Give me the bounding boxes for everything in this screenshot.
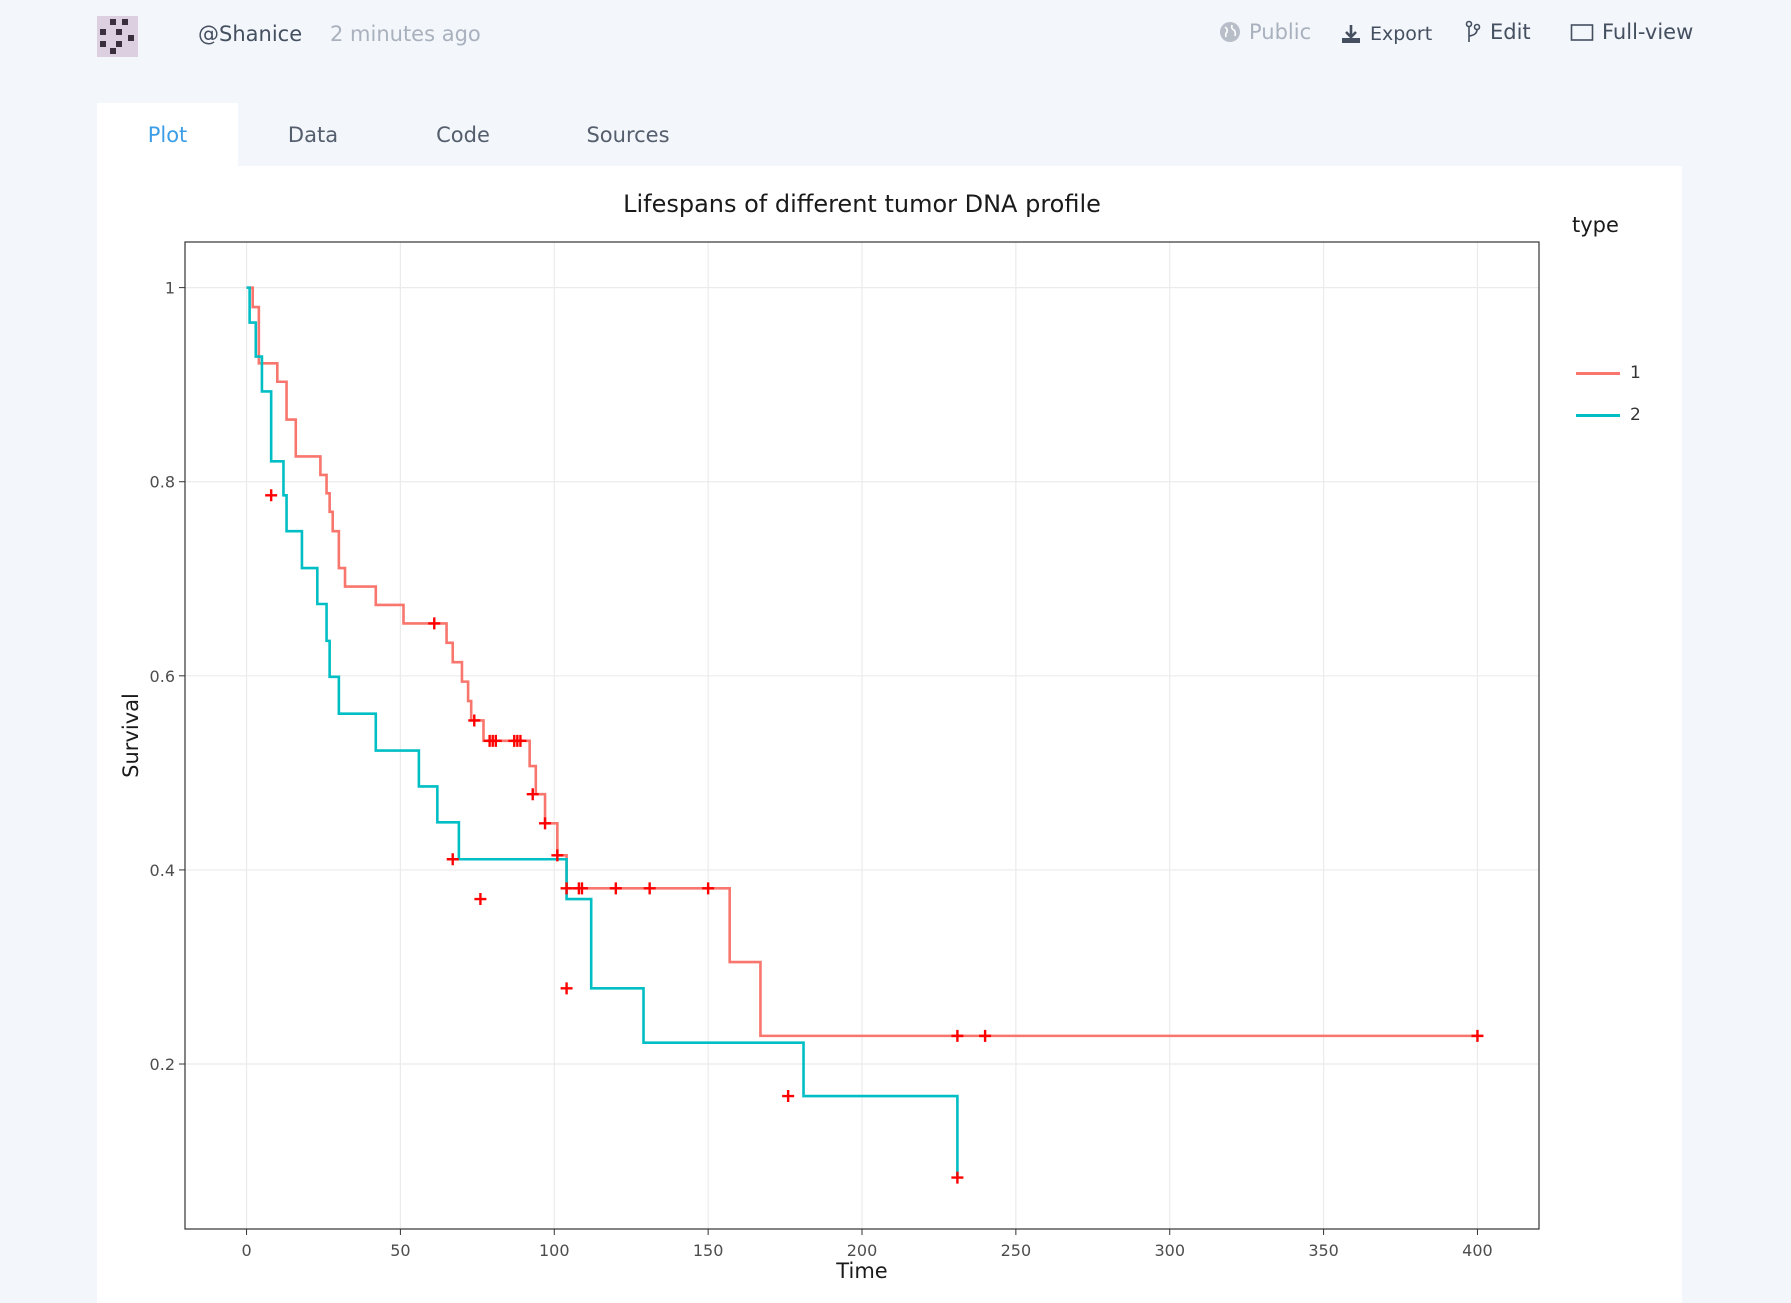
censor-mark-series-1 — [551, 849, 564, 862]
download-icon — [1342, 25, 1360, 43]
censor-mark-series-2 — [265, 489, 278, 502]
fullview-label: Full-view — [1602, 20, 1694, 44]
edit-label: Edit — [1490, 20, 1531, 44]
view-tabs: Plot Data Code Sources — [97, 103, 718, 166]
legend-swatch-1 — [1576, 371, 1620, 375]
x-axis-label: Time — [835, 1259, 887, 1283]
legend-swatch-2 — [1576, 413, 1620, 417]
tab-sources[interactable]: Sources — [586, 122, 670, 147]
censor-mark-series-1 — [539, 817, 552, 830]
legend-label-1: 1 — [1630, 363, 1641, 383]
x-tick-label: 0 — [241, 1241, 251, 1260]
chart-title: Lifespans of different tumor DNA profile — [623, 190, 1101, 218]
x-tick-label: 250 — [1001, 1241, 1032, 1260]
plot-panel: Lifespans of different tumor DNA profile… — [97, 166, 1682, 1303]
censor-mark-series-1 — [951, 1029, 964, 1042]
x-tick-label: 150 — [693, 1241, 724, 1260]
export-label: Export — [1370, 23, 1433, 45]
censor-mark-series-2 — [474, 893, 487, 906]
y-axis-label: Survival — [119, 693, 143, 778]
censor-mark-series-1 — [514, 734, 527, 747]
expand-icon — [1570, 24, 1594, 41]
survival-chart: Lifespans of different tumor DNA profile… — [119, 190, 1540, 1283]
censor-mark-series-1 — [575, 882, 588, 895]
y-tick-label: 0.8 — [150, 473, 175, 492]
censor-mark-series-1 — [468, 714, 481, 727]
legend-item-2[interactable]: 2 — [1576, 405, 1641, 425]
x-tick-label: 300 — [1154, 1241, 1185, 1260]
globe-icon — [1220, 22, 1240, 42]
y-tick-label: 0.2 — [150, 1055, 175, 1074]
censor-mark-series-1 — [560, 882, 573, 895]
censor-mark-series-1 — [1471, 1029, 1484, 1042]
top-bar: @Shanice 2 minutes ago Public Export Edi… — [0, 0, 1791, 72]
censor-mark-series-2 — [951, 1171, 964, 1184]
fullview-button[interactable]: Full-view — [1570, 20, 1693, 44]
survival-line-series-2 — [246, 286, 959, 1178]
x-tick-label: 50 — [390, 1241, 410, 1260]
tab-code[interactable]: Code — [436, 122, 490, 147]
x-tick-label: 350 — [1308, 1241, 1339, 1260]
username-link[interactable]: @Shanice — [198, 22, 303, 46]
censor-mark-series-1 — [702, 882, 715, 895]
tab-plot[interactable]: Plot — [97, 103, 238, 166]
y-tick-label: 1 — [165, 279, 175, 298]
y-tick-label: 0.4 — [150, 861, 175, 880]
x-tick-label: 200 — [847, 1241, 878, 1260]
y-tick-label: 0.6 — [150, 667, 175, 686]
censor-mark-series-1 — [979, 1029, 992, 1042]
censor-mark-series-2 — [782, 1090, 795, 1103]
x-tick-label: 100 — [539, 1241, 570, 1260]
censor-mark-series-2 — [446, 853, 459, 866]
legend-title: type — [1572, 213, 1619, 237]
censor-mark-series-1 — [643, 882, 656, 895]
export-button[interactable]: Export — [1340, 23, 1432, 45]
censor-mark-series-1 — [526, 788, 539, 801]
censor-mark-series-1 — [609, 882, 622, 895]
public-button[interactable]: Public — [1219, 20, 1311, 44]
x-tick-label: 400 — [1462, 1241, 1493, 1260]
fork-icon — [1465, 20, 1481, 42]
timestamp: 2 minutes ago — [330, 22, 481, 46]
legend-item-1[interactable]: 1 — [1576, 363, 1641, 383]
censor-mark-series-1 — [428, 617, 441, 630]
public-label: Public — [1249, 20, 1312, 44]
avatar[interactable] — [97, 16, 138, 57]
censor-mark-series-2 — [560, 982, 573, 995]
edit-button[interactable]: Edit — [1464, 20, 1531, 44]
legend-label-2: 2 — [1630, 405, 1641, 425]
censor-mark-series-1 — [489, 734, 502, 747]
tab-data[interactable]: Data — [287, 122, 339, 147]
